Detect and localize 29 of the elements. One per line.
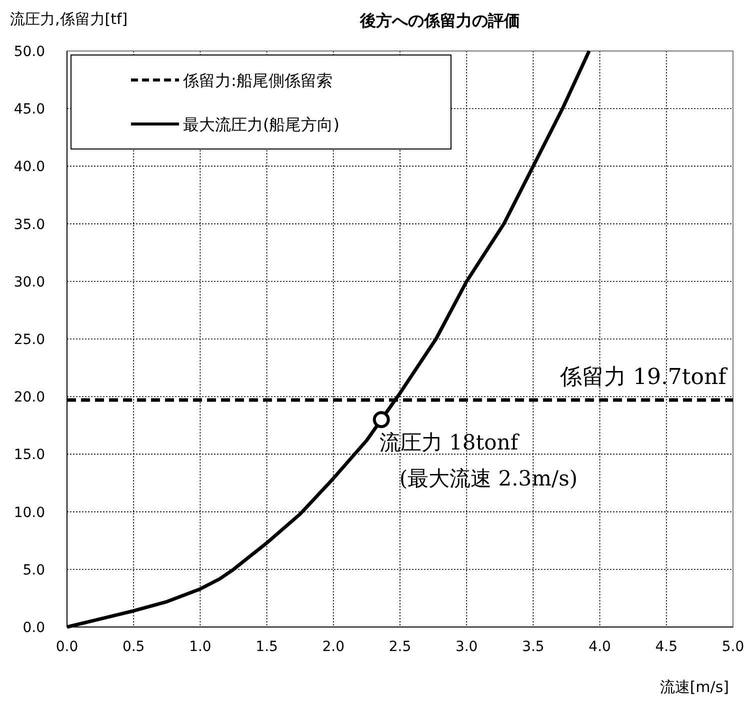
legend-label: 最大流圧力(船尾方向)	[183, 115, 340, 134]
x-tick-label: 3.5	[522, 639, 544, 655]
chart-title: 後方への係留力の評価	[359, 11, 520, 30]
x-tick-label: 5.0	[722, 639, 744, 655]
x-axis-title: 流速[m/s]	[660, 678, 729, 696]
y-tick-label: 50.0	[14, 44, 45, 60]
y-tick-label: 10.0	[14, 504, 45, 521]
x-tick-label: 1.0	[189, 639, 212, 655]
x-tick-label: 0.0	[56, 639, 78, 655]
y-tick-label: 25.0	[14, 332, 45, 348]
y-axis-title: 流圧力,係留力[tf]	[10, 10, 128, 28]
annotation: 流圧力 18tonf (最大流速 2.3m/s)	[379, 430, 578, 491]
x-tick-label: 0.5	[122, 639, 145, 655]
y-tick-label: 30.0	[14, 274, 45, 290]
y-tick-label: 45.0	[14, 102, 45, 118]
y-tick-label: 40.0	[14, 159, 45, 176]
legend-label: 係留力:船尾側係留索	[182, 71, 332, 90]
annotation: 係留力 19.7tonf	[558, 365, 728, 390]
x-tick-label: 3.0	[455, 639, 478, 655]
x-tick-label: 2.5	[388, 639, 412, 655]
x-tick-label: 2.0	[322, 639, 345, 655]
x-tick-label: 1.5	[256, 639, 278, 655]
y-tick-label: 5.0	[22, 562, 45, 578]
y-tick-label: 15.0	[14, 447, 45, 464]
y-tick-label: 0.0	[22, 620, 45, 636]
y-tick-label: 20.0	[14, 390, 45, 406]
x-tick-label: 4.0	[588, 639, 611, 655]
x-tick-label: 4.5	[655, 639, 678, 655]
y-tick-label: 35.0	[14, 216, 45, 233]
